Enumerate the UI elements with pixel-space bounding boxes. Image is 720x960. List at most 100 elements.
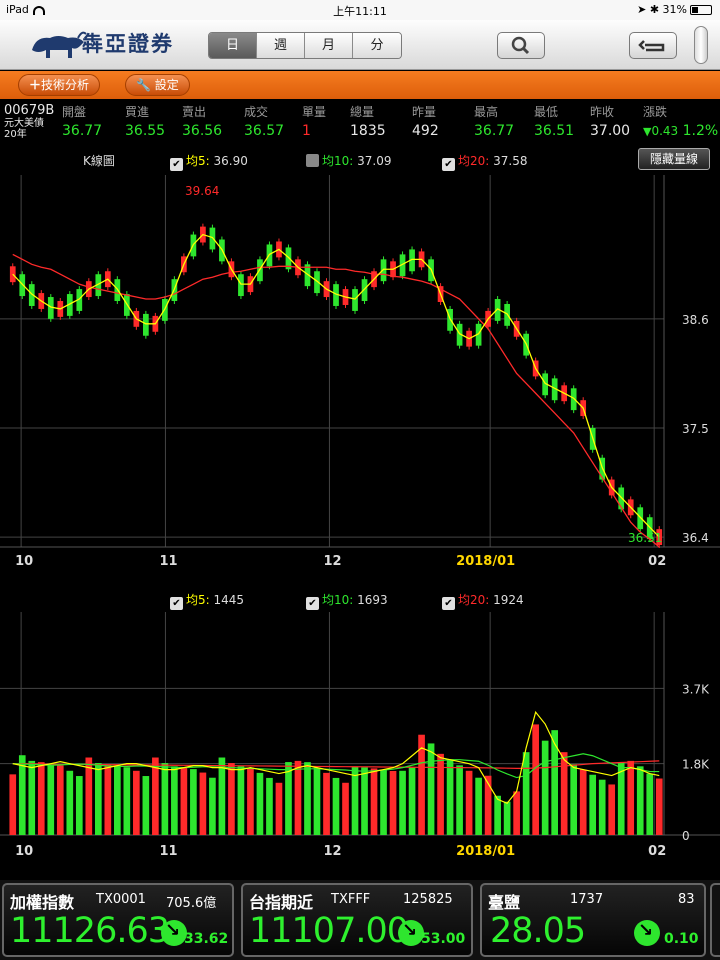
volume-bar [218,757,226,835]
checkbox-icon: ✔ [170,597,183,610]
lock-toggle[interactable] [694,26,708,64]
quote-high: 最高 36.77 [474,105,515,139]
card-change: 0.10 [664,931,699,947]
card-value: 11107.00 [249,911,409,951]
kchart-title: K線圖 [83,154,115,168]
candle-body [66,294,73,316]
volume-bar [323,772,330,835]
candle-body [143,313,149,336]
quote-unit: 單量 1 [302,105,327,139]
volume-bar [361,767,368,835]
card-value: 11126.63 [10,911,170,951]
down-arrow-icon [634,920,660,946]
down-arrow-icon [161,920,187,946]
brand-logo [28,28,188,62]
candle-body [76,289,83,311]
ma10-toggle[interactable]: 均10: 37.09 [306,152,392,169]
card-name: 加權指數 [10,893,75,912]
volume-bar [332,777,340,835]
quote-ask: 賣出 36.56 [182,105,223,139]
quote-last: 成交 36.57 [244,105,285,139]
checkbox-icon: ✔ [442,158,455,171]
stock-code: 00679B [4,103,55,118]
candle-body [9,266,16,283]
ma5-toggle[interactable]: ✔ 均5: 36.90 [170,152,248,171]
volume-bar [18,755,26,835]
settings-button[interactable]: 🔧 設定 [125,74,190,96]
toolbar: ＋技術分析 🔧 設定 [0,71,720,99]
card-change: 53.00 [421,931,466,947]
quote-volume: 總量 1835 [350,105,386,139]
back-button[interactable] [629,32,677,59]
v-y-tick-label: 0 [682,829,690,843]
vol-ma10-toggle[interactable]: ✔ 均10: 1693 [306,591,388,610]
vol-ma20-toggle[interactable]: ✔ 均20: 1924 [442,591,524,610]
tech-analysis-button[interactable]: ＋技術分析 [18,74,101,96]
volume-bar [47,763,55,835]
card-name: 台指期近 [249,893,314,912]
device-name: iPad [6,3,45,16]
index-card-taiex[interactable]: 加權指數 TX0001 705.6億 11126.63 33.62 [2,883,234,957]
volume-bar [627,760,635,835]
candle-body [570,388,577,411]
hide-volume-button[interactable]: 隱藏量線 [638,148,710,170]
ma20-toggle[interactable]: ✔ 均20: 37.58 [442,152,528,171]
volume-bar [484,775,492,835]
clock: 上午11:11 [333,5,387,18]
index-card-stock[interactable]: 臺鹽 1737 83 28.05 0.10 [480,883,706,957]
candle-body [352,289,358,311]
next-card-edge [710,883,720,957]
period-week-tab[interactable]: 週 [257,33,305,58]
card-code: TX0001 [96,892,146,907]
period-minute-tab[interactable]: 分 [353,33,401,58]
volume-bar [380,769,387,835]
wrench-icon: 🔧 [136,78,151,92]
k-y-tick-label: 37.5 [682,422,709,436]
stock-id: 00679B 元大美債20年 [4,103,54,140]
down-arrow-icon [398,920,424,946]
period-day-tab[interactable]: 日 [209,33,257,58]
candle-body [47,297,54,319]
volume-bar [494,795,501,835]
stock-name: 元大美債20年 [4,118,44,140]
candlestick-chart: 39.64 36.51 38.6 37.5 36.4 10 11 12 2018/01 02 [0,175,720,575]
quote-change: 漲跌 ▼0.43 1.2% [643,105,719,139]
volume-bar [389,770,397,835]
card-change: 33.62 [184,931,229,947]
search-button[interactable] [497,32,545,59]
candle-body [95,274,102,297]
volume-bar [570,764,578,835]
candle-body [551,378,558,401]
volume-bar [370,768,378,835]
volume-bar [114,765,121,835]
down-arrow-icon: ▼ [643,125,652,138]
checkbox-icon: ✔ [306,597,319,610]
volume-bar [104,764,112,835]
v-x-tick-label: 11 [159,844,177,859]
vol-ma5-toggle[interactable]: ✔ 均5: 1445 [170,591,244,610]
wifi-icon [32,5,45,15]
volume-bar [66,770,74,835]
v-x-tick-label: 12 [323,844,341,859]
volume-bar [237,766,245,835]
candle-body [494,299,501,321]
quote-panel: 00679B 元大美債20年 開盤 36.77 買進 36.55 賣出 36.56 成… [0,100,720,144]
volume-bar [579,769,587,835]
checkbox-icon [306,154,319,167]
volume-bar [133,770,140,835]
volume-bar [560,752,568,835]
volume-bar [608,784,616,835]
volume-bar [75,776,83,835]
volume-bar [598,779,606,835]
k-x-tick-label: 11 [159,554,177,569]
index-card-futures[interactable]: 台指期近 TXFFF 125825 11107.00 53.00 [241,883,473,957]
volume-chart: 3.7K 1.8K 0 10 11 12 2018/01 02 [0,612,720,859]
v-y-tick-label: 1.8K [682,758,710,772]
index-ticker-bar: 加權指數 TX0001 705.6億 11126.63 33.62 台指期近 T… [0,880,720,960]
volume-bar [275,782,283,835]
period-month-tab[interactable]: 月 [305,33,353,58]
volume-bar [503,801,511,835]
k-y-tick-label: 38.6 [682,313,709,327]
v-x-tick-label: 2018/01 [456,844,515,859]
volume-bar [171,766,178,835]
